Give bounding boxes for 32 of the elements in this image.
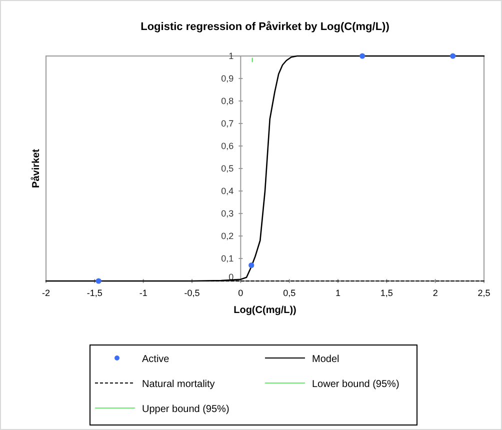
y-tick-label: 0,1	[221, 253, 234, 264]
y-tick-label: 0,7	[221, 118, 234, 128]
x-tick-label: 0,5	[283, 288, 296, 298]
y-tick-label: 0,2	[221, 230, 234, 241]
legend-label: Natural mortality	[142, 379, 215, 390]
x-tick-label: -0,5	[184, 288, 200, 298]
x-tick-label: -1	[139, 288, 148, 298]
y-axis-title: Påvirket	[30, 148, 42, 188]
legend-label: Model	[312, 354, 340, 365]
x-tick-label: -2	[42, 288, 50, 298]
x-tick-label: 0	[238, 288, 244, 298]
legend-label: Lower bound (95%)	[312, 379, 400, 390]
y-tick-label: 0,5	[221, 163, 234, 174]
y-tick-label: 0,9	[221, 73, 234, 84]
point	[96, 278, 102, 284]
y-tick-label: 0,3	[221, 208, 234, 218]
y-tick-label: 0,4	[221, 186, 234, 196]
y-tick-label: 1	[228, 50, 234, 61]
x-tick-label: 1	[335, 288, 341, 298]
legend-label: Active	[142, 354, 170, 365]
point	[360, 53, 366, 59]
y-tick-label: 0,6	[221, 140, 234, 151]
x-tick-label: -1,5	[86, 288, 102, 298]
x-tick-label: 2,5	[478, 288, 490, 298]
x-tick-label: 2	[432, 288, 438, 298]
chart-title: Logistic regression of Påvirket by Log(C(mg/L))	[140, 20, 390, 33]
legend-label: Upper bound (95%)	[142, 404, 230, 415]
x-tick-label: 1,5	[380, 288, 393, 298]
point	[450, 53, 456, 59]
point	[248, 262, 254, 268]
y-tick-label: 0,8	[221, 96, 234, 106]
x-axis-title: Log(C(mg/L))	[234, 305, 296, 316]
